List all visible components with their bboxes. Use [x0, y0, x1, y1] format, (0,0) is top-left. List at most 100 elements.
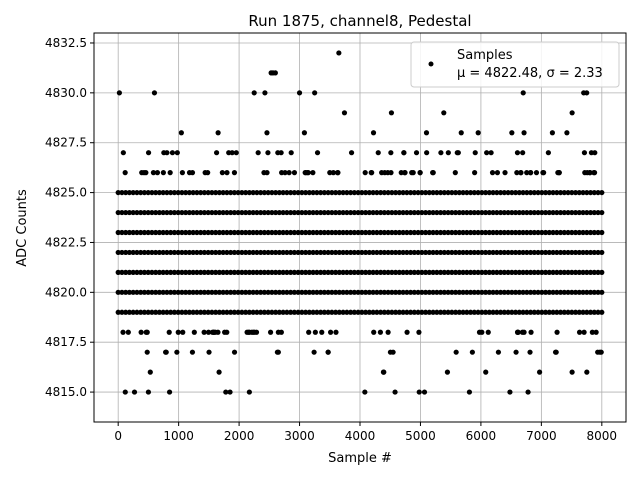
data-point: [284, 249, 290, 256]
data-point: [160, 289, 166, 295]
data-point: [472, 150, 478, 156]
data-point: [314, 269, 320, 275]
data-point: [581, 150, 588, 156]
data-point: [216, 209, 223, 216]
data-point: [227, 389, 233, 395]
data-point: [599, 229, 605, 236]
data-point: [310, 229, 316, 236]
data-point: [374, 229, 380, 236]
grid-lines: [94, 33, 626, 422]
data-point: [333, 329, 339, 335]
data-point: [419, 209, 425, 216]
data-point: [213, 150, 220, 156]
y-tick-label: 4830.0: [45, 86, 87, 100]
data-point: [584, 369, 590, 375]
data-point: [452, 170, 458, 176]
data-point: [561, 249, 567, 256]
data-point: [191, 329, 197, 335]
data-point: [198, 309, 204, 315]
data-point: [497, 289, 504, 295]
data-point: [486, 189, 492, 196]
data-point: [363, 309, 369, 315]
data-point: [134, 289, 140, 295]
data-point: [160, 269, 166, 275]
data-point: [528, 170, 534, 176]
data-point: [306, 289, 312, 295]
data-point: [561, 189, 567, 196]
data-point: [336, 289, 342, 295]
data-point: [275, 349, 281, 355]
data-point: [216, 229, 223, 236]
data-point: [366, 309, 372, 315]
data-point: [306, 269, 312, 275]
data-point: [164, 209, 170, 216]
data-point: [576, 229, 582, 236]
data-point: [404, 209, 410, 216]
data-point: [509, 229, 515, 236]
data-point: [482, 269, 489, 275]
data-point: [291, 289, 297, 295]
data-point: [359, 309, 365, 315]
data-point: [310, 269, 316, 275]
data-point: [546, 309, 552, 315]
data-point: [145, 189, 151, 196]
legend-series-name: Samples: [457, 48, 513, 63]
data-point: [542, 249, 549, 256]
data-point: [250, 209, 256, 216]
data-point: [527, 289, 534, 295]
data-point: [569, 209, 575, 216]
data-point: [464, 229, 470, 236]
data-point: [434, 249, 440, 256]
data-point: [254, 209, 260, 216]
data-point: [351, 229, 357, 236]
data-point: [591, 249, 597, 256]
data-point: [145, 249, 151, 256]
data-point: [509, 189, 515, 196]
data-point: [219, 170, 225, 176]
data-point: [264, 170, 270, 176]
data-point: [228, 229, 234, 236]
data-point: [156, 249, 163, 256]
data-point: [125, 329, 131, 335]
data-point: [576, 189, 582, 196]
data-point: [490, 229, 496, 236]
data-point: [569, 309, 575, 315]
data-point: [306, 189, 312, 196]
data-point: [288, 249, 294, 256]
data-point: [400, 249, 406, 256]
data-point: [174, 349, 180, 355]
data-point: [434, 189, 440, 196]
x-tick-label: 3000: [284, 429, 315, 443]
data-point: [378, 309, 384, 315]
data-point: [183, 209, 189, 216]
data-point: [584, 90, 590, 96]
data-point: [246, 309, 253, 315]
data-point: [479, 269, 485, 275]
data-point: [580, 269, 586, 275]
data-point: [398, 170, 404, 176]
data-point: [366, 209, 372, 216]
data-point: [147, 369, 153, 375]
data-point: [246, 269, 253, 275]
data-point: [456, 209, 462, 216]
data-point: [374, 189, 380, 196]
data-point: [512, 189, 519, 196]
data-point: [235, 309, 241, 315]
data-point: [525, 389, 531, 395]
data-point: [576, 269, 582, 275]
data-point: [235, 249, 241, 256]
data-point: [524, 249, 530, 256]
data-point: [243, 209, 249, 216]
data-point: [475, 289, 481, 295]
data-point: [122, 170, 128, 176]
data-point: [205, 309, 211, 315]
data-point: [549, 130, 555, 136]
data-point: [460, 289, 466, 295]
data-point: [239, 309, 245, 315]
data-point: [408, 269, 414, 275]
data-point: [144, 329, 150, 335]
data-point: [587, 269, 594, 275]
data-point: [178, 130, 184, 136]
data-point: [168, 229, 174, 236]
data-point: [216, 289, 223, 295]
